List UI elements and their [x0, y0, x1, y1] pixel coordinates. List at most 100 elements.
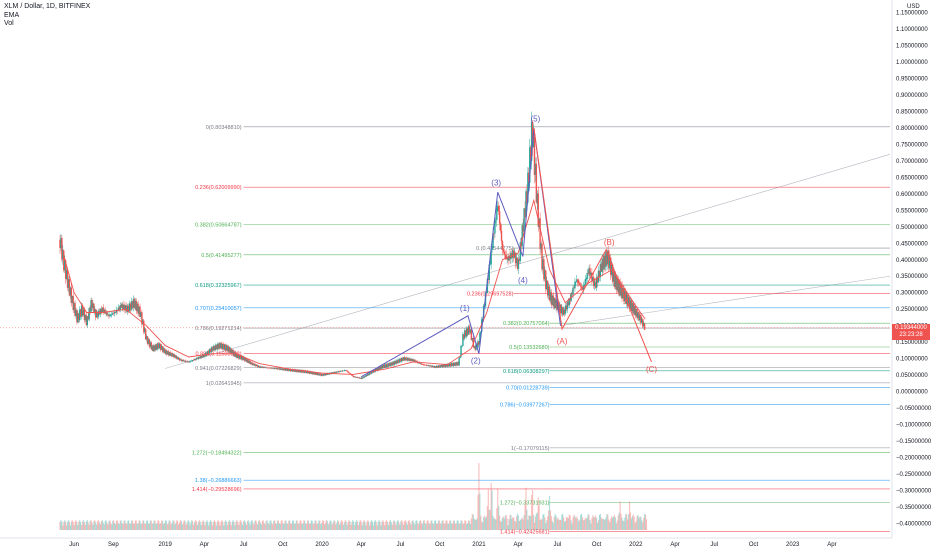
candle-body	[356, 377, 359, 378]
volume-bar	[547, 510, 550, 530]
candle-body	[200, 356, 202, 358]
volume-bar	[551, 520, 553, 530]
volume-bar	[131, 520, 134, 530]
volume-bar	[227, 521, 230, 530]
volume-bar	[115, 520, 118, 530]
volume-bar	[409, 522, 411, 530]
candle-body	[131, 301, 134, 308]
volume-bar	[247, 520, 249, 530]
candle-body	[594, 281, 596, 287]
candle-body	[72, 295, 74, 311]
volume-bar	[449, 520, 451, 530]
candle-body	[202, 355, 204, 357]
candle-body	[305, 370, 307, 373]
candle-body	[135, 300, 137, 311]
wave-label: (4)	[518, 276, 528, 285]
volume-bar	[542, 514, 544, 530]
volume-bar	[262, 520, 264, 530]
candle-body	[88, 308, 90, 320]
candle-body	[406, 358, 409, 361]
candle-body	[434, 366, 437, 368]
volume-bar	[628, 514, 630, 530]
volume-bar	[330, 520, 332, 530]
candle-body	[430, 365, 432, 367]
volume-bar	[321, 522, 323, 530]
candle-body	[614, 275, 617, 288]
volume-bar	[269, 520, 271, 530]
volume-bar	[97, 520, 100, 530]
volume-bar	[448, 523, 450, 530]
volume-bar	[328, 522, 330, 530]
volume-bar	[554, 514, 556, 530]
candle-body	[353, 375, 355, 378]
candle-body	[418, 362, 421, 364]
candle-body	[617, 278, 619, 293]
y-tick-label: −0.15000000	[896, 439, 932, 445]
candle-body	[337, 371, 339, 373]
candle-body	[257, 366, 260, 367]
volume-bar	[521, 517, 523, 530]
volume-bar	[468, 520, 471, 530]
volume-bar	[548, 495, 551, 530]
x-tick-label: Jul	[554, 542, 562, 548]
candle-body	[590, 272, 592, 276]
candle-body	[541, 243, 543, 270]
candle-body	[556, 300, 558, 310]
candle-body	[431, 365, 433, 367]
volume-bar	[278, 523, 280, 530]
candle-body	[552, 295, 554, 307]
candle-body	[591, 272, 593, 281]
volume-bar	[375, 521, 377, 530]
volume-bar	[140, 523, 142, 530]
candle-body	[95, 309, 97, 318]
volume-bar	[539, 519, 541, 530]
candle-body	[164, 350, 167, 354]
volume-bar	[322, 520, 325, 530]
volume-bar	[308, 523, 311, 530]
volume-bar	[339, 522, 342, 530]
candle-body	[203, 354, 205, 357]
candle-body	[378, 366, 380, 370]
candle-body	[491, 248, 493, 249]
volume-bar	[540, 518, 542, 530]
candle-body	[537, 193, 539, 227]
candle-body	[380, 365, 382, 370]
candle-body	[85, 315, 88, 326]
volume-bar	[459, 523, 461, 530]
candle-body	[496, 207, 498, 220]
volume-bar	[171, 522, 173, 530]
candle-body	[471, 337, 474, 341]
volume-bar	[493, 518, 495, 530]
volume-bar	[279, 523, 281, 530]
volume-bar	[466, 523, 468, 530]
volume-bar	[213, 520, 215, 530]
candle-body	[597, 270, 600, 283]
candle-body	[615, 275, 618, 290]
candle-body	[594, 281, 597, 288]
volume-bar	[523, 515, 525, 530]
volume-bar	[253, 524, 255, 530]
volume-bar	[105, 520, 107, 530]
volume-bar	[425, 524, 427, 530]
candle-body	[89, 308, 91, 312]
volume-bar	[191, 520, 193, 530]
volume-bar	[299, 520, 301, 530]
candle-body	[516, 257, 519, 269]
candle-body	[540, 243, 542, 250]
candle-body	[391, 362, 394, 366]
candle-body	[499, 223, 502, 231]
candle-body	[507, 258, 509, 261]
candle-body	[109, 314, 111, 317]
candle-body	[320, 373, 322, 376]
candle-body	[441, 364, 443, 368]
candle-body	[103, 309, 105, 312]
candle-body	[477, 341, 479, 348]
candle-body	[445, 364, 447, 367]
volume-bar	[110, 522, 112, 530]
candle-body	[459, 356, 461, 358]
volume-bar	[139, 520, 141, 530]
volume-bar	[593, 516, 595, 530]
volume-bar	[274, 523, 277, 530]
candle-body	[442, 364, 444, 367]
